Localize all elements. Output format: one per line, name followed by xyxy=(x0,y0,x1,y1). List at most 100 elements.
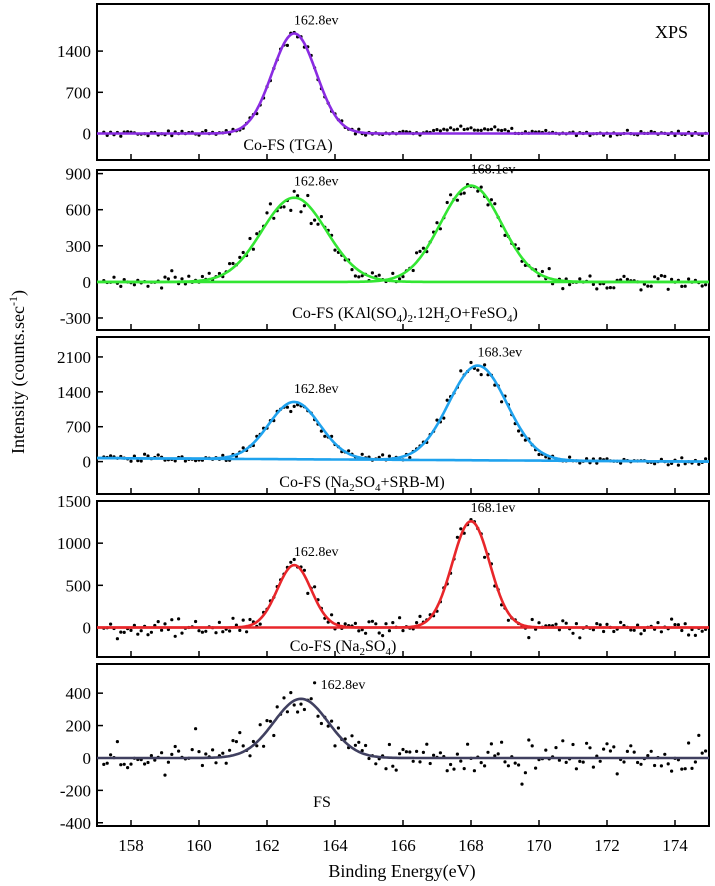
data-point xyxy=(136,632,140,636)
data-point xyxy=(612,629,616,634)
data-point xyxy=(595,287,599,291)
data-point xyxy=(367,756,371,761)
data-point xyxy=(183,459,187,463)
data-point xyxy=(561,739,565,743)
panel-4: 0 500 1000 1500 162.8ev 168.1ev Co-FS (Na2SO4) xyxy=(57,492,710,658)
panel-label-part: O+FeSO xyxy=(450,305,507,322)
data-point xyxy=(289,208,293,212)
data-point xyxy=(666,463,670,467)
y-axis-title: Intensity (counts.sec-1) xyxy=(6,290,29,454)
data-point xyxy=(500,740,504,744)
data-point xyxy=(262,744,266,748)
data-point xyxy=(605,742,609,746)
data-point xyxy=(187,274,191,278)
data-point xyxy=(445,128,449,132)
panel-label-part: Co-FS (Na xyxy=(290,638,360,655)
panel-2: -300 0 300 600 900 162.8ev 168.1ev Co-FS (KAl(S… xyxy=(60,163,710,331)
data-point xyxy=(333,248,337,252)
data-point xyxy=(398,277,402,281)
data-point xyxy=(564,621,568,625)
data-point xyxy=(561,619,565,623)
data-point xyxy=(353,743,357,747)
data-point xyxy=(214,631,218,635)
data-point xyxy=(234,623,238,627)
panel-frame xyxy=(96,3,710,161)
data-point xyxy=(251,739,255,744)
data-point xyxy=(221,453,225,457)
data-point xyxy=(476,368,480,372)
data-point xyxy=(479,185,483,189)
fit-curve-1 xyxy=(97,563,709,629)
panel-label-sub: 4 xyxy=(385,646,391,658)
data-point xyxy=(479,761,483,765)
data-point xyxy=(496,128,500,132)
x-axis-title: Binding Energy(eV) xyxy=(328,861,475,882)
data-point xyxy=(557,628,562,632)
data-point xyxy=(408,456,412,460)
data-point xyxy=(139,629,143,633)
data-point xyxy=(285,43,289,48)
data-point xyxy=(330,719,334,723)
data-point xyxy=(663,274,667,278)
panel-label-sub: 2 xyxy=(407,313,413,325)
y-tick-label: 1400 xyxy=(57,383,91,402)
xps-title: XPS xyxy=(655,22,688,42)
data-point xyxy=(489,127,493,131)
peak-label: 162.8ev xyxy=(294,175,339,190)
data-point xyxy=(146,633,150,637)
data-point xyxy=(591,628,596,632)
data-point xyxy=(289,560,293,564)
data-point xyxy=(384,622,388,626)
data-point xyxy=(513,761,517,765)
data-point xyxy=(506,618,510,622)
data-point xyxy=(683,462,687,466)
x-tick-label: 172 xyxy=(594,836,620,855)
data-point xyxy=(122,630,126,635)
data-point xyxy=(241,618,245,622)
data-point xyxy=(591,282,596,286)
data-point xyxy=(653,763,657,768)
y-tick-label: 200 xyxy=(66,717,92,736)
panel-label: Co-FS (KAl(SO4)2.12H2O+FeSO4) xyxy=(292,305,518,325)
data-point xyxy=(129,762,133,766)
data-point xyxy=(336,726,340,730)
y-axis-title-sup: -1 xyxy=(6,296,20,306)
data-point xyxy=(462,191,466,195)
data-point xyxy=(527,738,531,742)
data-point xyxy=(517,247,521,251)
data-point xyxy=(156,620,160,624)
data-point xyxy=(370,271,374,275)
data-point xyxy=(347,449,351,453)
y-tick-label: 600 xyxy=(66,201,92,220)
data-point xyxy=(455,752,459,756)
data-point xyxy=(459,369,463,373)
data-point xyxy=(316,714,320,718)
data-point xyxy=(547,267,551,271)
data-point xyxy=(625,128,630,132)
data-point xyxy=(459,759,463,763)
y-tick-label: 400 xyxy=(66,684,92,703)
panel-1: 0 700 1400 162.8ev Co-FS (TGA) xyxy=(57,3,710,161)
data-point xyxy=(612,286,616,290)
panel-label-part: FS xyxy=(313,794,331,811)
data-point xyxy=(676,623,681,627)
data-point xyxy=(537,452,541,457)
data-point xyxy=(697,462,701,466)
data-point xyxy=(221,630,225,634)
data-point xyxy=(680,284,684,288)
data-point xyxy=(557,758,562,762)
peak-label: 162.8ev xyxy=(294,545,339,560)
data-point xyxy=(401,275,405,279)
data-point xyxy=(493,125,497,129)
data-points xyxy=(102,183,708,292)
data-point xyxy=(268,202,272,206)
y-tick-label: 1000 xyxy=(57,534,91,553)
data-point xyxy=(228,629,232,633)
data-point xyxy=(578,277,582,281)
x-tick-label: 158 xyxy=(118,836,144,855)
data-point xyxy=(554,622,558,626)
data-point xyxy=(343,622,347,626)
data-point xyxy=(387,742,391,747)
data-point xyxy=(493,754,497,758)
data-point xyxy=(605,622,609,627)
